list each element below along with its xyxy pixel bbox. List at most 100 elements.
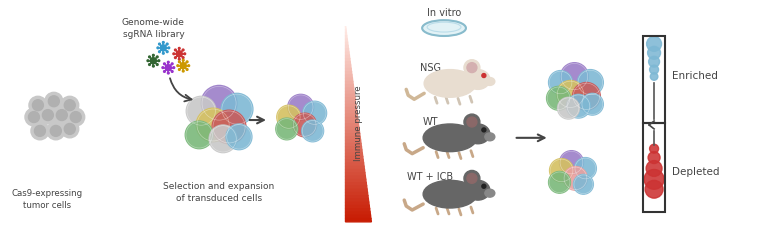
- Circle shape: [575, 158, 597, 179]
- Circle shape: [156, 64, 158, 65]
- Circle shape: [25, 108, 43, 126]
- Circle shape: [162, 42, 164, 43]
- FancyArrowPatch shape: [170, 78, 192, 101]
- Circle shape: [482, 128, 486, 132]
- Ellipse shape: [422, 20, 466, 36]
- Circle shape: [177, 65, 179, 67]
- Circle shape: [277, 105, 301, 129]
- Circle shape: [174, 57, 177, 59]
- Circle shape: [173, 67, 174, 69]
- Circle shape: [302, 101, 327, 125]
- Bar: [643, 123, 665, 212]
- Circle shape: [650, 144, 659, 153]
- Polygon shape: [346, 196, 368, 199]
- Polygon shape: [346, 72, 352, 75]
- Circle shape: [464, 114, 480, 130]
- Circle shape: [572, 83, 600, 110]
- Polygon shape: [346, 144, 362, 147]
- Circle shape: [209, 125, 237, 153]
- Circle shape: [64, 100, 75, 111]
- Circle shape: [183, 59, 184, 61]
- Circle shape: [178, 69, 180, 70]
- Polygon shape: [346, 186, 367, 189]
- Text: Selection and expansion
of transduced cells: Selection and expansion of transduced ce…: [164, 182, 274, 203]
- Circle shape: [147, 60, 149, 61]
- Polygon shape: [346, 78, 352, 82]
- Polygon shape: [346, 134, 360, 137]
- Circle shape: [293, 113, 317, 137]
- Circle shape: [157, 47, 158, 49]
- Circle shape: [649, 56, 659, 67]
- Polygon shape: [346, 36, 347, 39]
- Polygon shape: [346, 42, 348, 46]
- Circle shape: [171, 63, 173, 65]
- Circle shape: [581, 93, 603, 115]
- Text: Immune pressure: Immune pressure: [354, 85, 363, 161]
- Circle shape: [178, 58, 180, 60]
- Circle shape: [558, 97, 579, 119]
- Circle shape: [464, 60, 480, 75]
- Polygon shape: [346, 91, 355, 95]
- Circle shape: [650, 73, 658, 80]
- Circle shape: [31, 122, 49, 140]
- Circle shape: [165, 65, 171, 71]
- Polygon shape: [346, 157, 363, 160]
- Polygon shape: [346, 65, 351, 69]
- Circle shape: [39, 106, 57, 124]
- Polygon shape: [346, 163, 364, 166]
- Circle shape: [186, 61, 188, 63]
- Polygon shape: [346, 46, 349, 49]
- Polygon shape: [346, 75, 352, 78]
- Circle shape: [185, 121, 213, 149]
- Circle shape: [559, 151, 584, 174]
- Polygon shape: [346, 202, 369, 206]
- Circle shape: [186, 96, 216, 126]
- Circle shape: [152, 54, 155, 56]
- Polygon shape: [346, 59, 350, 62]
- Circle shape: [648, 152, 660, 163]
- Circle shape: [158, 51, 161, 53]
- Circle shape: [184, 53, 186, 55]
- Polygon shape: [346, 33, 347, 36]
- Circle shape: [178, 48, 180, 49]
- Circle shape: [161, 45, 166, 51]
- Circle shape: [196, 108, 230, 142]
- Circle shape: [549, 71, 572, 94]
- Circle shape: [467, 117, 477, 127]
- Circle shape: [647, 46, 660, 59]
- Circle shape: [173, 53, 174, 55]
- Circle shape: [180, 63, 186, 69]
- Polygon shape: [346, 189, 368, 193]
- Circle shape: [566, 94, 590, 118]
- Ellipse shape: [466, 180, 490, 200]
- Circle shape: [174, 49, 177, 51]
- Ellipse shape: [485, 189, 495, 197]
- Circle shape: [42, 110, 53, 121]
- Text: Genome-wide
sgRNA library: Genome-wide sgRNA library: [122, 18, 185, 39]
- Polygon shape: [346, 166, 365, 170]
- Circle shape: [29, 112, 39, 122]
- Text: WT: WT: [422, 117, 438, 127]
- Circle shape: [188, 65, 190, 67]
- Circle shape: [464, 171, 480, 186]
- Circle shape: [560, 63, 588, 90]
- Circle shape: [171, 71, 173, 72]
- Polygon shape: [346, 85, 354, 88]
- Circle shape: [467, 173, 477, 183]
- Polygon shape: [346, 104, 356, 108]
- Circle shape: [644, 170, 664, 189]
- Circle shape: [201, 86, 237, 121]
- Circle shape: [288, 94, 314, 120]
- Circle shape: [178, 61, 180, 63]
- Circle shape: [162, 67, 164, 69]
- Text: In vitro: In vitro: [427, 8, 461, 18]
- Circle shape: [221, 93, 253, 125]
- Circle shape: [152, 65, 155, 67]
- Circle shape: [302, 120, 324, 142]
- Ellipse shape: [424, 70, 476, 97]
- Circle shape: [549, 172, 571, 193]
- Circle shape: [164, 71, 165, 72]
- Circle shape: [164, 63, 165, 65]
- Polygon shape: [346, 108, 357, 111]
- Circle shape: [61, 96, 79, 114]
